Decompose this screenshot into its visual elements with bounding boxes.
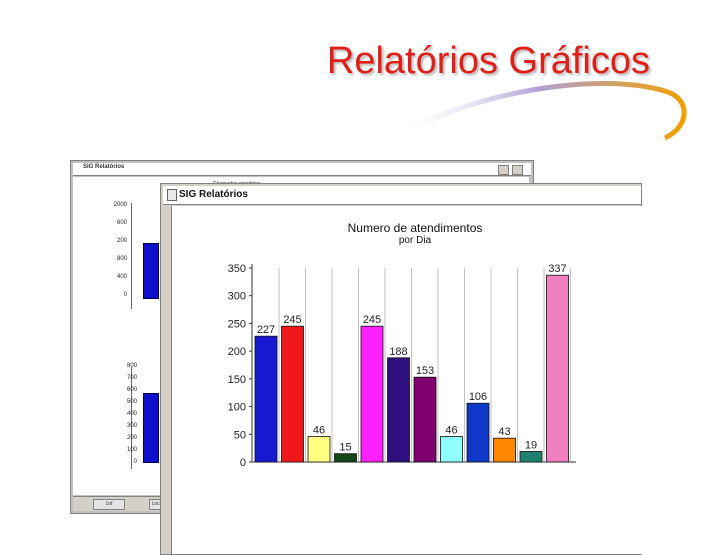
- bar-value-label: 46: [445, 425, 457, 437]
- front-report-window: SIG Relatórios Numero de atendimentos po…: [160, 183, 642, 555]
- bar: [440, 436, 463, 463]
- y-tick-label: 300: [228, 291, 246, 303]
- y-tick-label: 200: [228, 346, 246, 358]
- back-top-tick: 0: [123, 292, 127, 298]
- front-window-content: Numero de atendimentos por Dia 350 300 250…: [171, 206, 642, 554]
- back-bottom-tick: 0: [133, 459, 137, 465]
- chart-subtitle: por Dia: [399, 235, 432, 246]
- y-tick-label: 250: [228, 318, 246, 330]
- bar-value-label: 245: [363, 314, 381, 326]
- back-top-tick: 2000: [113, 202, 127, 208]
- bar: [281, 325, 304, 463]
- bar: [493, 437, 516, 463]
- back-bottom-tick: 400: [126, 411, 137, 417]
- back-top-axis: [131, 203, 132, 309]
- back-bottom-tick: 700: [126, 375, 137, 381]
- app-icon: [167, 189, 177, 201]
- bar-value-label: 43: [498, 426, 510, 438]
- back-bottom-tick: 500: [126, 399, 137, 405]
- back-top-tick: 800: [116, 256, 127, 262]
- bar-value-label: 188: [389, 346, 407, 358]
- back-top-tick: 600: [116, 220, 127, 226]
- bar: [307, 436, 331, 463]
- back-bottom-tick: 600: [126, 387, 137, 393]
- bar-value-label: 245: [283, 314, 301, 326]
- y-tick-label: 350: [228, 263, 246, 275]
- front-window-title: SIG Relatórios: [179, 189, 248, 200]
- y-tick-label: 50: [234, 429, 246, 441]
- back-page-indicator: 1of: [93, 499, 125, 510]
- bar-value-label: 227: [257, 324, 275, 336]
- back-bottom-tick: 300: [126, 423, 137, 429]
- bar: [387, 357, 410, 463]
- bar-chart: Numero de atendimentos por Dia 350 300 250…: [228, 221, 576, 469]
- y-tick-label: 0: [240, 457, 246, 469]
- slide-title: Relatórios Gráficos: [326, 40, 650, 82]
- bar-value-label: 153: [416, 365, 434, 377]
- back-top-bar: [143, 243, 159, 299]
- front-window-titlebar: SIG Relatórios: [163, 186, 641, 205]
- back-bottom-tick: 200: [126, 435, 137, 441]
- back-window-title: SIG Relatórios: [83, 164, 125, 170]
- bar: [413, 376, 437, 463]
- bar: [466, 402, 490, 463]
- y-tick-label: 100: [228, 402, 246, 414]
- back-window-titlebar: SIG Relatórios: [73, 163, 531, 176]
- decorative-swoosh: [34, 80, 687, 146]
- back-top-tick: 400: [116, 274, 127, 280]
- back-bottom-axis: [131, 367, 132, 469]
- back-minimize-button[interactable]: [498, 165, 509, 175]
- bar-value-label: 337: [548, 263, 566, 275]
- bar: [254, 335, 278, 463]
- bar: [360, 325, 384, 463]
- back-close-button[interactable]: [512, 165, 523, 175]
- back-bottom-bar: [143, 393, 159, 463]
- bar: [519, 451, 543, 463]
- bar-value-label: 46: [313, 425, 325, 437]
- chart-title: Numero de atendimentos: [348, 221, 483, 235]
- bar-value-label: 19: [525, 439, 537, 451]
- bar-value-label: 15: [339, 442, 351, 454]
- bar: [546, 274, 569, 463]
- back-bottom-tick: 800: [126, 363, 137, 369]
- back-bottom-tick: 100: [126, 447, 137, 453]
- bar: [334, 453, 357, 463]
- y-tick-label: 150: [228, 374, 246, 386]
- back-top-tick: 200: [116, 238, 127, 244]
- bar-value-label: 106: [469, 391, 487, 403]
